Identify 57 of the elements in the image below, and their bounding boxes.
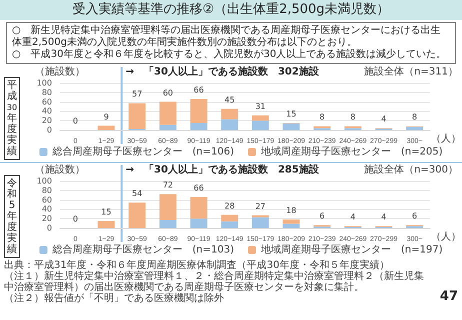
total-label: 31 [255,102,266,111]
total-label: 66 [194,183,204,192]
total-label: 15 [286,109,296,118]
text: 47 [440,289,458,304]
y-tick-label: 20 [42,116,52,126]
total-label: 27 [255,202,266,211]
x-axis-title: （人） [431,232,461,242]
y-tick-label: 40 [42,204,52,214]
ref-line-label: → 「30人以上」である施設数 302施設 [126,66,320,78]
text: ○ 新生児特定集中治療室管理料等の届出医療機関である周産期母子医療センターにおける出生体重2,500g未満の入院児数の年間実施件数別の施設数分布は以下のとおり。 [12,25,442,48]
total-label: 4 [350,212,356,222]
total-label: 8 [320,112,325,122]
total-label: 8 [350,112,356,122]
total-label: 45 [224,95,235,104]
total-label: 6 [412,212,418,221]
total-label: 15 [101,207,112,216]
legend-label: 地域周産期母子医療センター (n=205) [260,146,443,158]
y-tick-label: 0 [46,224,52,232]
total-label: 0 [72,214,78,224]
total-label: 57 [132,90,142,99]
total-label: 60 [162,88,174,98]
text: ○ 平成30年度と令和６年度を比較すると、入院児数が30人以上である施設数は減少していた。 [12,49,448,61]
total-label: 0 [72,116,78,126]
total-label: 4 [381,212,386,222]
y-tick-label: 100 [36,176,52,186]
y-tick-label: 100 [36,78,52,88]
ref-line-label: → 「30人以上」である施設数 285施設 [126,164,320,176]
total-label: 6 [320,212,325,221]
y-tick-label: 40 [42,106,52,116]
text: 平成30年度実績 [5,80,19,157]
chart-title: 受入実績等基準の推移②（出生体重2,500g未満児数） [0,0,462,20]
y-tick-label: 20 [42,214,52,224]
y-tick-label: 60 [42,97,52,106]
text: 施設全体（n=311） [364,66,458,78]
y-tick-label: 60 [42,195,52,204]
x-axis-title: （人） [431,134,461,144]
text: （注１）新生児特定集中治療室管理料１、２・総合周産期特定集中治療室管理料２（新生児集中治療室管理料）の届出医療機関である周産期母子医療センターを対象に集計。 [4,271,425,293]
total-label: 8 [412,112,418,122]
legend-label: 総合周産期母子医療センター (n=106) [51,146,234,158]
total-label: 72 [162,180,174,190]
legend-label: 地域周産期母子医療センター (n=197) [260,244,443,256]
total-label: 54 [132,189,142,198]
y-tick-label: 80 [42,186,52,195]
y-tick-label: 80 [42,88,52,97]
total-label: 66 [194,85,204,94]
text: 施設全体（n=300） [364,164,458,176]
total-label: 18 [286,206,296,216]
text: （注２）報告値が「不明」である医療機関は除外 [4,293,225,304]
total-label: 4 [381,114,386,124]
y-tick-label: 0 [46,126,52,134]
total-label: 9 [104,112,109,122]
y-axis-title: （施設数） [35,164,85,176]
text: 令和5年度実績 [5,178,19,255]
legend-label: 総合周産期母子医療センター (n=103) [51,244,234,256]
total-label: 28 [224,201,235,210]
source-note: 出典：平成31年度・令和６年度周産期医療体制調査（平成30年度・令和５年度実績） [4,260,390,271]
y-axis-title: （施設数） [35,66,85,78]
